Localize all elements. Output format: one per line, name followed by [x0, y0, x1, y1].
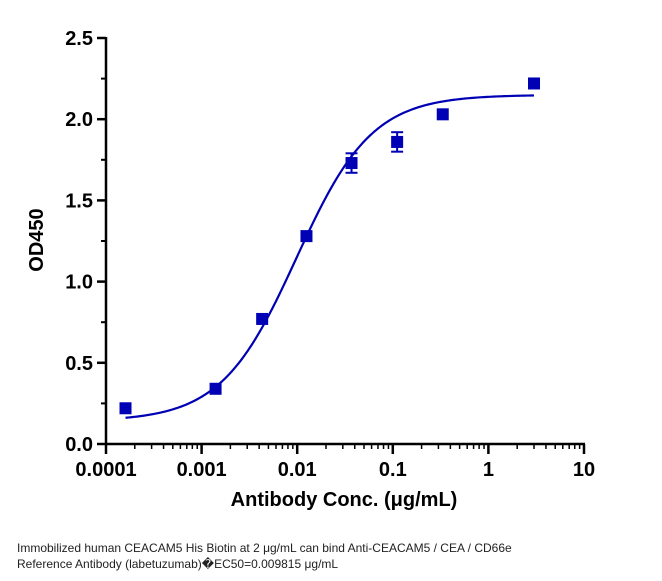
y-tick-label: 2.5 — [65, 28, 93, 50]
data-point — [256, 312, 269, 325]
data-point — [436, 108, 449, 121]
data-point — [209, 382, 222, 395]
data-point — [391, 135, 404, 148]
y-tick-label: 0.5 — [65, 353, 93, 375]
y-tick-label: 1.0 — [65, 272, 93, 294]
axes: 0.0 0.5 1.0 1.5 2.0 2.5 0.0001 0.001 0.01 0.1 1 10 — [65, 28, 595, 481]
data-point — [300, 230, 313, 243]
y-axis-title: OD450 — [26, 208, 48, 271]
x-tick-label: 0.0001 — [75, 459, 136, 481]
data-points-layer — [119, 77, 541, 415]
x-tick-label: 10 — [573, 459, 595, 481]
data-point — [528, 77, 541, 90]
y-tick-label: 1.5 — [65, 190, 93, 212]
data-point — [345, 157, 358, 170]
x-tick-label: 0.01 — [278, 459, 317, 481]
dose-response-chart: 0.00.51.01.52.02.50.0001 0.001 0.01 0.1 1 10 … — [26, 28, 595, 511]
y-tick-label: 0.0 — [65, 434, 93, 456]
fit-curve — [125, 94, 535, 419]
data-point — [119, 402, 132, 415]
fit-curve-layer — [125, 94, 535, 419]
caption-line-1: Immobilized human CEACAM5 His Biotin at … — [17, 541, 512, 555]
caption-line-2: Reference Antibody (labetuzumab)�EC50=0.… — [17, 557, 339, 571]
y-tick-label: 2.0 — [65, 109, 93, 131]
x-axis-title: Antibody Conc. (μg/mL) — [231, 489, 458, 511]
x-tick-label: 1 — [483, 459, 494, 481]
figure-caption: Immobilized human CEACAM5 His Biotin at … — [17, 540, 657, 572]
x-tick-label: 0.001 — [177, 459, 227, 481]
x-tick-label: 0.1 — [379, 459, 407, 481]
